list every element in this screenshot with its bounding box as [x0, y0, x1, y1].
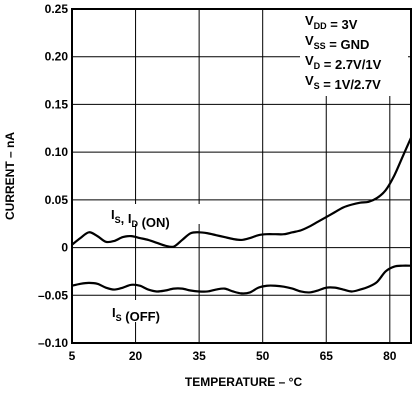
x-tick-labels: 5 20 35 50 65 80: [69, 349, 397, 363]
series-line-0: [71, 137, 412, 249]
condition-line: VS = 1V/2.7V: [305, 73, 381, 92]
y-tick-label: 0.15: [45, 97, 69, 111]
condition-line: VDD = 3V: [305, 13, 358, 32]
y-tick-label: 0.10: [45, 145, 69, 159]
y-tick-labels: 0.25 0.20 0.15 0.10 0.05 0 –0.05 –0.10: [38, 2, 68, 350]
x-tick-label: 5: [69, 349, 76, 363]
conditions-background: [300, 10, 408, 96]
plot-frame: [71, 8, 412, 344]
series-line-1: [71, 264, 412, 295]
x-axis-title: TEMPERATURE – °C: [185, 375, 303, 389]
x-tick-label: 50: [256, 349, 270, 363]
x-tick-label: 65: [320, 349, 334, 363]
y-tick-label: –0.05: [38, 288, 68, 302]
y-tick-label: 0.05: [45, 193, 69, 207]
y-tick-label: –0.10: [38, 336, 68, 350]
x-tick-label: 80: [383, 349, 397, 363]
y-tick-label: 0.20: [45, 50, 69, 64]
series-label-off: IS (OFF): [112, 305, 160, 324]
condition-line: VSS = GND: [305, 33, 369, 52]
on-label-background: [108, 204, 204, 224]
x-tick-label: 20: [129, 349, 143, 363]
y-axis-title: CURRENT – nA: [3, 132, 17, 220]
series-label-on: IS, ID (ON): [111, 207, 170, 230]
off-label-background: [109, 300, 179, 322]
series-labels: IS, ID (ON) IS (OFF): [108, 204, 204, 324]
x-tick-label: 35: [192, 349, 206, 363]
y-tick-label: 0.25: [45, 2, 69, 16]
y-tick-label: 0: [61, 241, 68, 255]
series-lines: [71, 137, 412, 295]
condition-line: VD = 2.7V/1V: [305, 53, 382, 72]
